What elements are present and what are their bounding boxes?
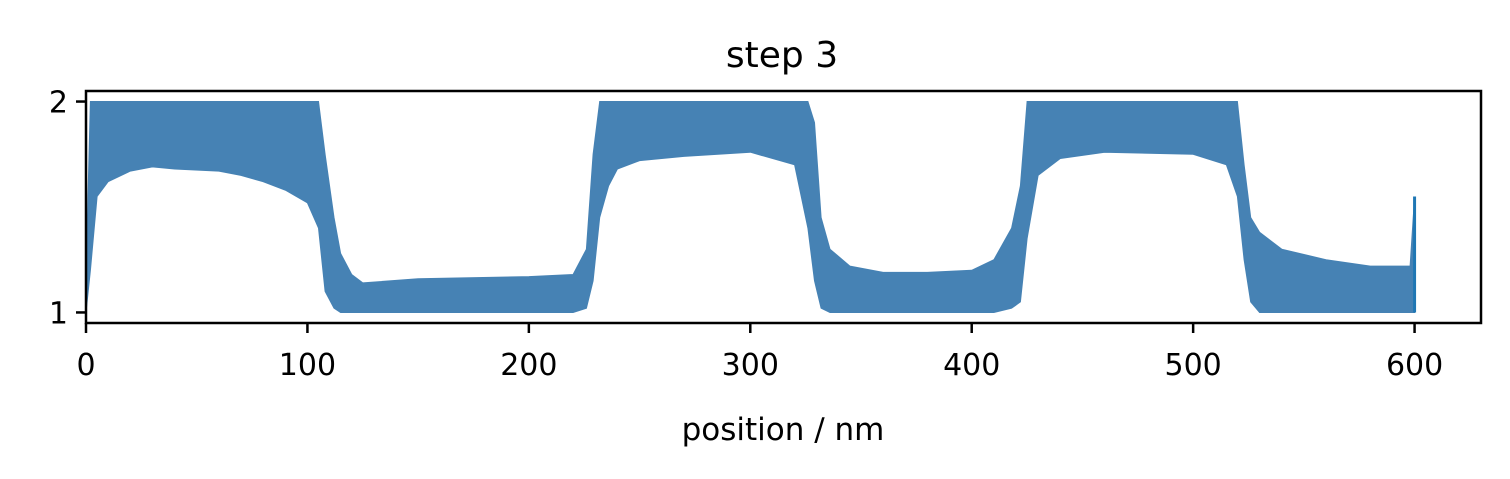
- x-tick-label: 400: [943, 348, 1000, 383]
- x-tick-label: 300: [722, 348, 779, 383]
- x-axis: 0 100 200 300 400 500 600: [76, 323, 1443, 383]
- x-tick-label: 200: [500, 348, 557, 383]
- chart-title: step 3: [726, 35, 838, 76]
- y-tick-label: 2: [49, 86, 68, 121]
- x-axis-label: position / nm: [682, 412, 885, 448]
- x-tick-label: 0: [76, 348, 95, 383]
- x-tick-label: 600: [1386, 348, 1443, 383]
- y-tick-label: 1: [49, 296, 68, 331]
- series-band-0: [85, 101, 1416, 313]
- axes-frame: [84, 89, 1483, 325]
- plot-area: [85, 101, 1417, 313]
- x-tick-label: 500: [1165, 348, 1222, 383]
- x-tick-label: 100: [279, 348, 336, 383]
- y-axis: 12: [49, 86, 86, 331]
